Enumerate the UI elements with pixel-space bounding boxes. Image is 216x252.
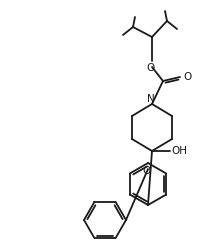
Text: O: O: [147, 63, 155, 73]
Text: O: O: [143, 165, 151, 175]
Text: N: N: [147, 94, 155, 104]
Text: OH: OH: [171, 145, 187, 155]
Text: O: O: [183, 72, 191, 82]
